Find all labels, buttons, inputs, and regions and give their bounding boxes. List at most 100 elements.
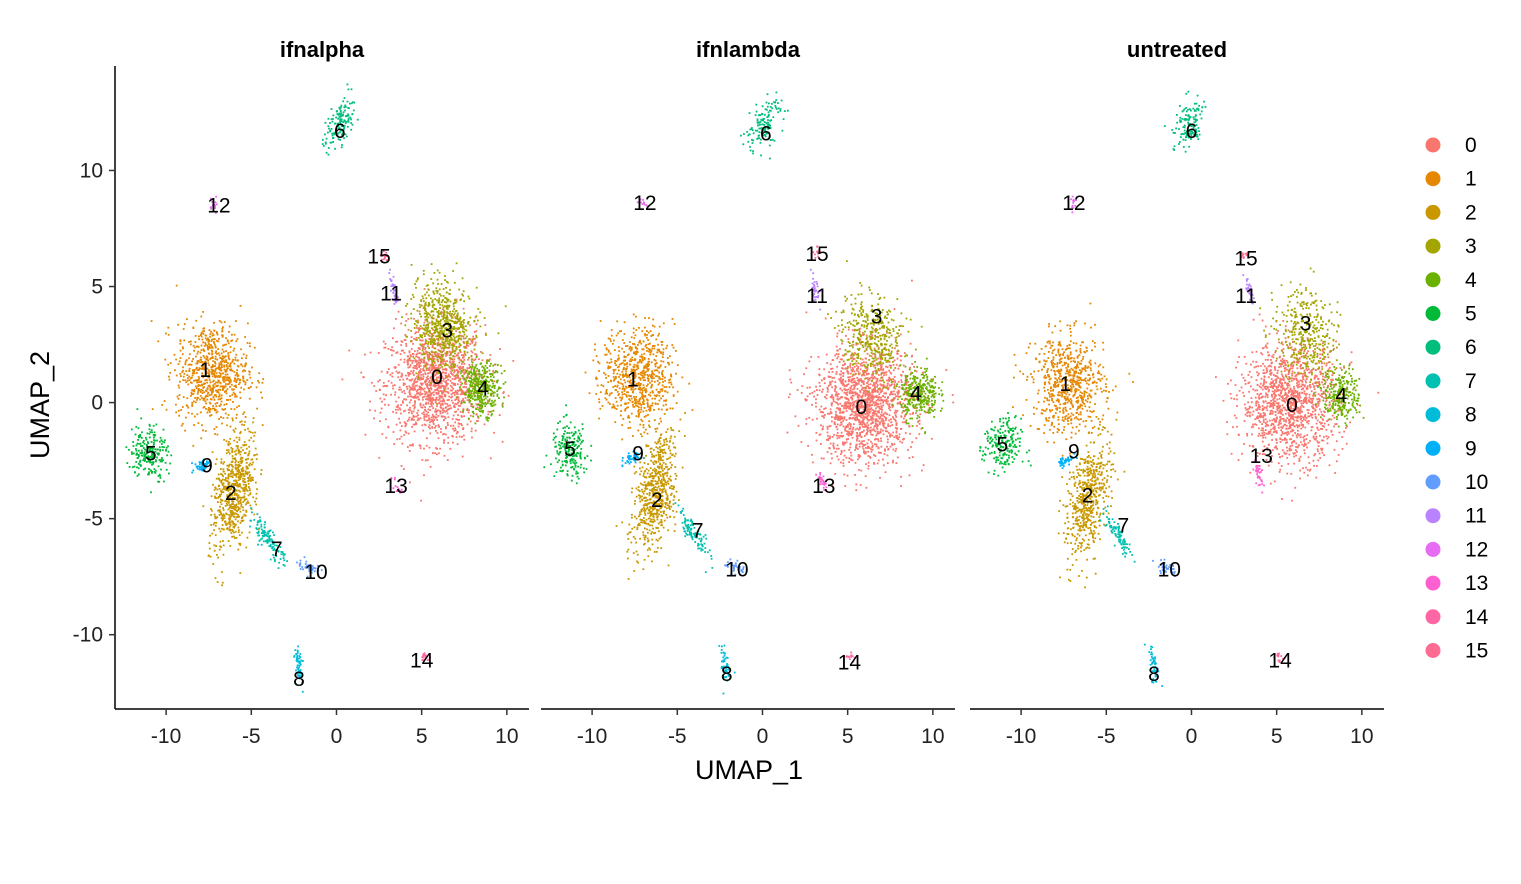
data-point [502,392,505,394]
data-point [213,203,216,206]
data-point [439,400,442,403]
data-point [433,317,435,320]
data-point [424,347,427,349]
data-point [393,285,395,287]
data-point [861,380,864,382]
data-point [442,325,445,328]
data-point [200,331,203,334]
data-point [188,357,190,360]
data-point [152,447,154,450]
data-point [200,367,203,370]
data-point [448,354,451,357]
data-point [229,398,232,401]
data-point [486,375,488,378]
data-point [485,387,488,389]
data-point [482,386,485,389]
data-point [433,369,436,371]
data-point [145,443,148,446]
data-point [430,278,433,280]
data-point [191,403,194,406]
data-point [446,350,449,353]
data-point [314,567,317,570]
data-point [205,370,208,373]
data-point [444,296,446,299]
data-point [248,475,251,478]
data-point [235,509,238,512]
data-point [490,389,492,392]
data-point [212,563,215,565]
data-point [403,361,406,364]
data-point [431,317,434,320]
data-point [455,330,457,332]
data-point [492,392,495,395]
data-point [864,409,867,411]
data-point [224,523,227,526]
data-point [228,452,231,455]
data-point [336,134,339,136]
data-point [210,514,212,516]
data-point [475,382,478,384]
data-point [213,338,216,340]
data-point [480,398,483,401]
data-point [264,531,267,534]
data-point [444,417,447,420]
data-point [431,354,434,357]
data-point [161,460,163,463]
data-point [440,332,443,335]
data-point [169,462,172,465]
data-point [191,372,194,375]
data-point [447,387,450,390]
data-point [298,666,300,669]
data-point [218,484,220,487]
data-point [158,459,161,461]
data-point [299,568,302,570]
data-point [469,382,472,384]
data-point [196,345,198,348]
data-point [381,254,384,256]
data-point [282,564,285,566]
data-point [457,408,460,411]
data-point [137,454,140,456]
data-point [244,514,247,517]
data-point [230,464,233,466]
data-point [402,384,405,386]
data-point [449,338,451,341]
data-point [192,358,194,360]
data-point [426,367,429,370]
data-point [222,357,225,360]
data-point [427,372,430,375]
data-point [205,358,208,360]
data-point [837,447,840,450]
data-point [236,359,239,362]
data-point [224,379,227,381]
data-point [199,466,201,469]
data-point [416,360,418,363]
data-point [486,362,488,365]
data-point [227,441,230,443]
data-point [426,319,428,322]
data-point [441,395,444,398]
data-point [231,361,234,363]
data-point [332,137,334,140]
data-point [203,386,205,388]
data-point [234,461,237,464]
data-point [800,392,803,394]
data-point [429,409,431,411]
data-point [836,349,839,352]
data-point [225,449,228,452]
data-point [464,401,466,404]
data-point [448,344,451,347]
data-point [148,456,150,459]
data-point [220,397,223,400]
data-point [209,333,212,336]
data-point [412,353,414,355]
data-point [235,340,238,343]
data-point [418,357,421,359]
data-point [452,305,455,308]
data-point [422,273,425,276]
data-point [462,361,465,363]
data-point [229,425,232,428]
data-point [195,355,197,358]
data-point [420,376,422,379]
data-point [439,324,442,327]
